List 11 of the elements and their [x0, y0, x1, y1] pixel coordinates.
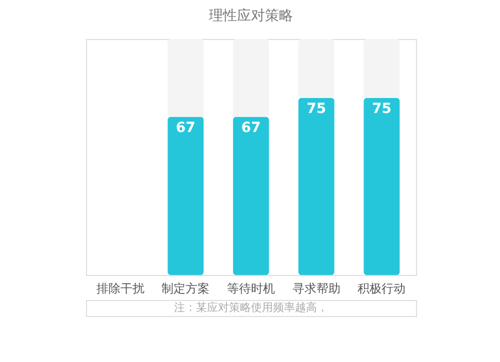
- data-label: 67: [176, 120, 196, 136]
- chart-title: 理性应对策略: [209, 8, 293, 24]
- data-label: 67: [241, 120, 261, 136]
- text: 注：某应对策略使用频率越高，: [174, 301, 328, 314]
- x-tick-label: 排除干扰: [96, 282, 144, 296]
- x-tick-label: 等待时机: [227, 282, 275, 296]
- data-label: 75: [306, 101, 326, 117]
- x-tick-label: 寻求帮助: [292, 282, 340, 296]
- x-tick-label: 积极行动: [358, 282, 406, 296]
- x-tick-label: 制定方案: [162, 282, 210, 296]
- data-label: 75: [372, 101, 392, 117]
